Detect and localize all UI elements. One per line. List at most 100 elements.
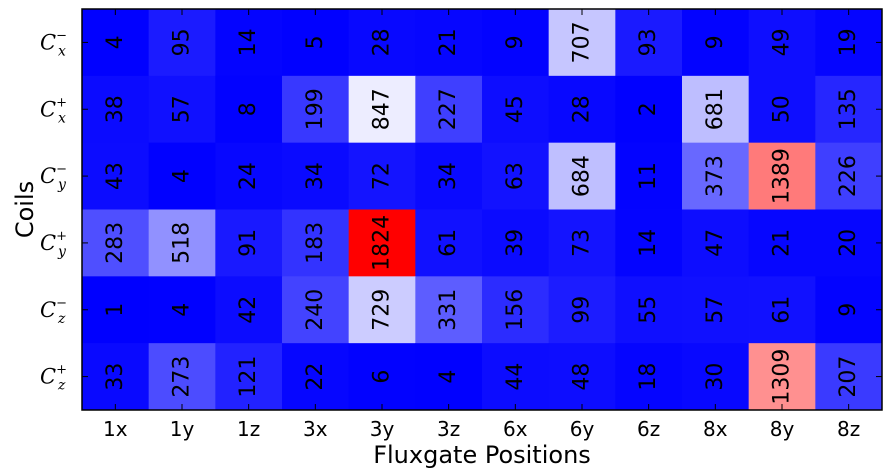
cell-value-label: 2 [636,102,661,116]
heatmap-cell [148,142,216,210]
y-tick-label: C+ x [40,95,67,126]
heatmap-cell [348,276,416,344]
cell-value-label: 18 [636,363,661,391]
heatmap-cell [415,276,483,344]
heatmap-cell [282,276,350,344]
cell-value-label: 729 [370,289,395,331]
heatmap-cell [815,75,883,144]
heatmap-cells [82,9,883,411]
heatmap-cell [748,142,816,210]
cell-value-label: 9 [503,35,528,49]
cell-value-label: 73 [570,229,595,257]
cell-value-label: 273 [170,356,195,398]
cell-value-label: 199 [303,88,328,130]
cell-value-label: 226 [836,155,861,197]
heatmap-cell [215,276,283,344]
heatmap-cell [615,209,683,277]
x-axis-label: Fluxgate Positions [373,441,591,469]
heatmap-cell [748,9,816,77]
heatmap-cell [815,209,883,277]
cell-value-label: 34 [436,162,461,190]
y-tick-label: C− z [40,296,67,327]
heatmap-cell [682,276,750,344]
heatmap-cell [415,209,483,277]
cell-value-label: 183 [303,222,328,264]
y-tick-label: C− y [40,162,67,193]
cell-value-label: 49 [770,28,795,56]
heatmap-cell [82,209,150,277]
cell-value-label: 91 [236,229,261,257]
cell-value-label: 1 [103,303,128,317]
heatmap-cell [348,142,416,210]
y-tick-label: C− x [40,28,67,59]
y-tick-labels: C− x C+ x C− y C+ y C− z C+ z [40,28,67,393]
cell-value-label: 6 [370,370,395,384]
cell-value-label: 4 [170,303,195,317]
heatmap-cell [482,9,550,77]
heatmap-cell [215,343,283,411]
heatmap-cell [415,343,483,411]
x-tick-label: 1y [170,417,195,441]
heatmap-cell [748,343,816,411]
cell-value-label: 14 [236,28,261,56]
cell-value-label: 45 [503,95,528,123]
heatmap-cell [815,142,883,210]
cell-value-label: 57 [170,95,195,123]
heatmap-cell [348,75,416,144]
cell-value-label: 707 [570,21,595,63]
cell-value-label: 9 [836,303,861,317]
heatmap-cell [348,9,416,77]
x-tick-label: 1z [237,417,260,441]
heatmap-cell [282,209,350,277]
cell-value-label: 63 [503,162,528,190]
y-tick-label: C+ y [40,229,67,260]
cell-value-label: 19 [836,28,861,56]
cell-value-label: 9 [703,35,728,49]
heatmap-cell [82,276,150,344]
cell-value-label: 55 [636,296,661,324]
cell-value-label: 48 [570,363,595,391]
cell-value-label: 1309 [770,349,795,405]
cell-value-label: 50 [770,95,795,123]
cell-value-label: 11 [636,162,661,190]
x-tick-label: 1x [103,417,128,441]
heatmap-cell [548,75,616,144]
cell-value-label: 240 [303,289,328,331]
cell-value-label: 61 [770,296,795,324]
heatmap-cell [82,9,150,77]
heatmap-cell [615,142,683,210]
cell-value-label: 681 [703,88,728,130]
cell-value-label: 1389 [770,148,795,204]
heatmap-cell [482,75,550,144]
heatmap-cell [282,142,350,210]
heatmap-cell [482,343,550,411]
heatmap-cell [682,343,750,411]
cell-value-label: 61 [436,229,461,257]
cell-value-label: 28 [570,95,595,123]
heatmap-cell [148,209,216,277]
cell-value-label: 24 [236,162,261,190]
cell-value-label: 42 [236,296,261,324]
cell-value-label: 373 [703,155,728,197]
cell-value-label: 8 [236,102,261,116]
cell-value-label: 47 [703,229,728,257]
heatmap-cell [482,209,550,277]
cell-value-label: 4 [436,370,461,384]
cell-value-label: 227 [436,88,461,130]
heatmap-cell [682,9,750,77]
cell-value-label: 72 [370,162,395,190]
cell-value-label: 33 [103,363,128,391]
cell-value-label: 684 [570,155,595,197]
heatmap-cell [615,343,683,411]
x-tick-label: 3x [303,417,328,441]
heatmap-cell [748,276,816,344]
heatmap-cell [82,343,150,411]
heatmap-cell [815,9,883,77]
cell-value-label: 20 [836,229,861,257]
cell-value-label: 847 [370,88,395,130]
heatmap-cell [615,9,683,77]
heatmap-cell [282,343,350,411]
heatmap-cell [82,142,150,210]
